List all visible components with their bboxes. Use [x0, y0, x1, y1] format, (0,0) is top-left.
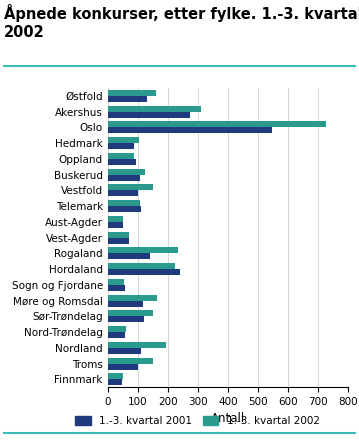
Bar [108, 363, 138, 370]
Bar [108, 169, 145, 175]
Bar [108, 269, 180, 275]
Bar [108, 159, 136, 165]
Bar [108, 238, 129, 244]
Text: Åpnede konkurser, etter fylke. 1.-3. kvartal 2001 og
2002: Åpnede konkurser, etter fylke. 1.-3. kva… [4, 4, 359, 40]
Bar [108, 216, 123, 222]
Bar [108, 143, 134, 149]
Bar [108, 374, 123, 379]
Bar [108, 358, 153, 363]
Bar [108, 200, 140, 206]
Bar [108, 96, 147, 102]
Bar [108, 137, 139, 143]
Bar [108, 316, 144, 323]
Bar [108, 326, 126, 332]
Bar [108, 263, 175, 269]
Bar [108, 90, 156, 96]
Bar [108, 348, 141, 354]
Bar [108, 332, 125, 338]
Bar [108, 301, 143, 307]
Bar [108, 206, 141, 212]
Bar [108, 175, 140, 180]
Bar [108, 112, 190, 117]
Bar [108, 342, 166, 348]
Bar [108, 184, 153, 191]
Bar [108, 295, 157, 301]
Bar [108, 253, 150, 259]
Bar [108, 121, 326, 127]
Bar [108, 279, 124, 285]
Bar [108, 153, 134, 159]
Bar [108, 285, 125, 291]
Bar [108, 379, 122, 385]
Bar [108, 127, 271, 133]
Bar [108, 191, 138, 196]
Bar [108, 222, 123, 228]
Legend: 1.-3. kvartal 2001, 1.-3. kvartal 2002: 1.-3. kvartal 2001, 1.-3. kvartal 2002 [71, 412, 324, 430]
Bar [108, 231, 129, 238]
Bar [108, 106, 201, 112]
Bar [108, 310, 153, 316]
Bar [108, 247, 178, 253]
X-axis label: Antall: Antall [211, 412, 245, 425]
